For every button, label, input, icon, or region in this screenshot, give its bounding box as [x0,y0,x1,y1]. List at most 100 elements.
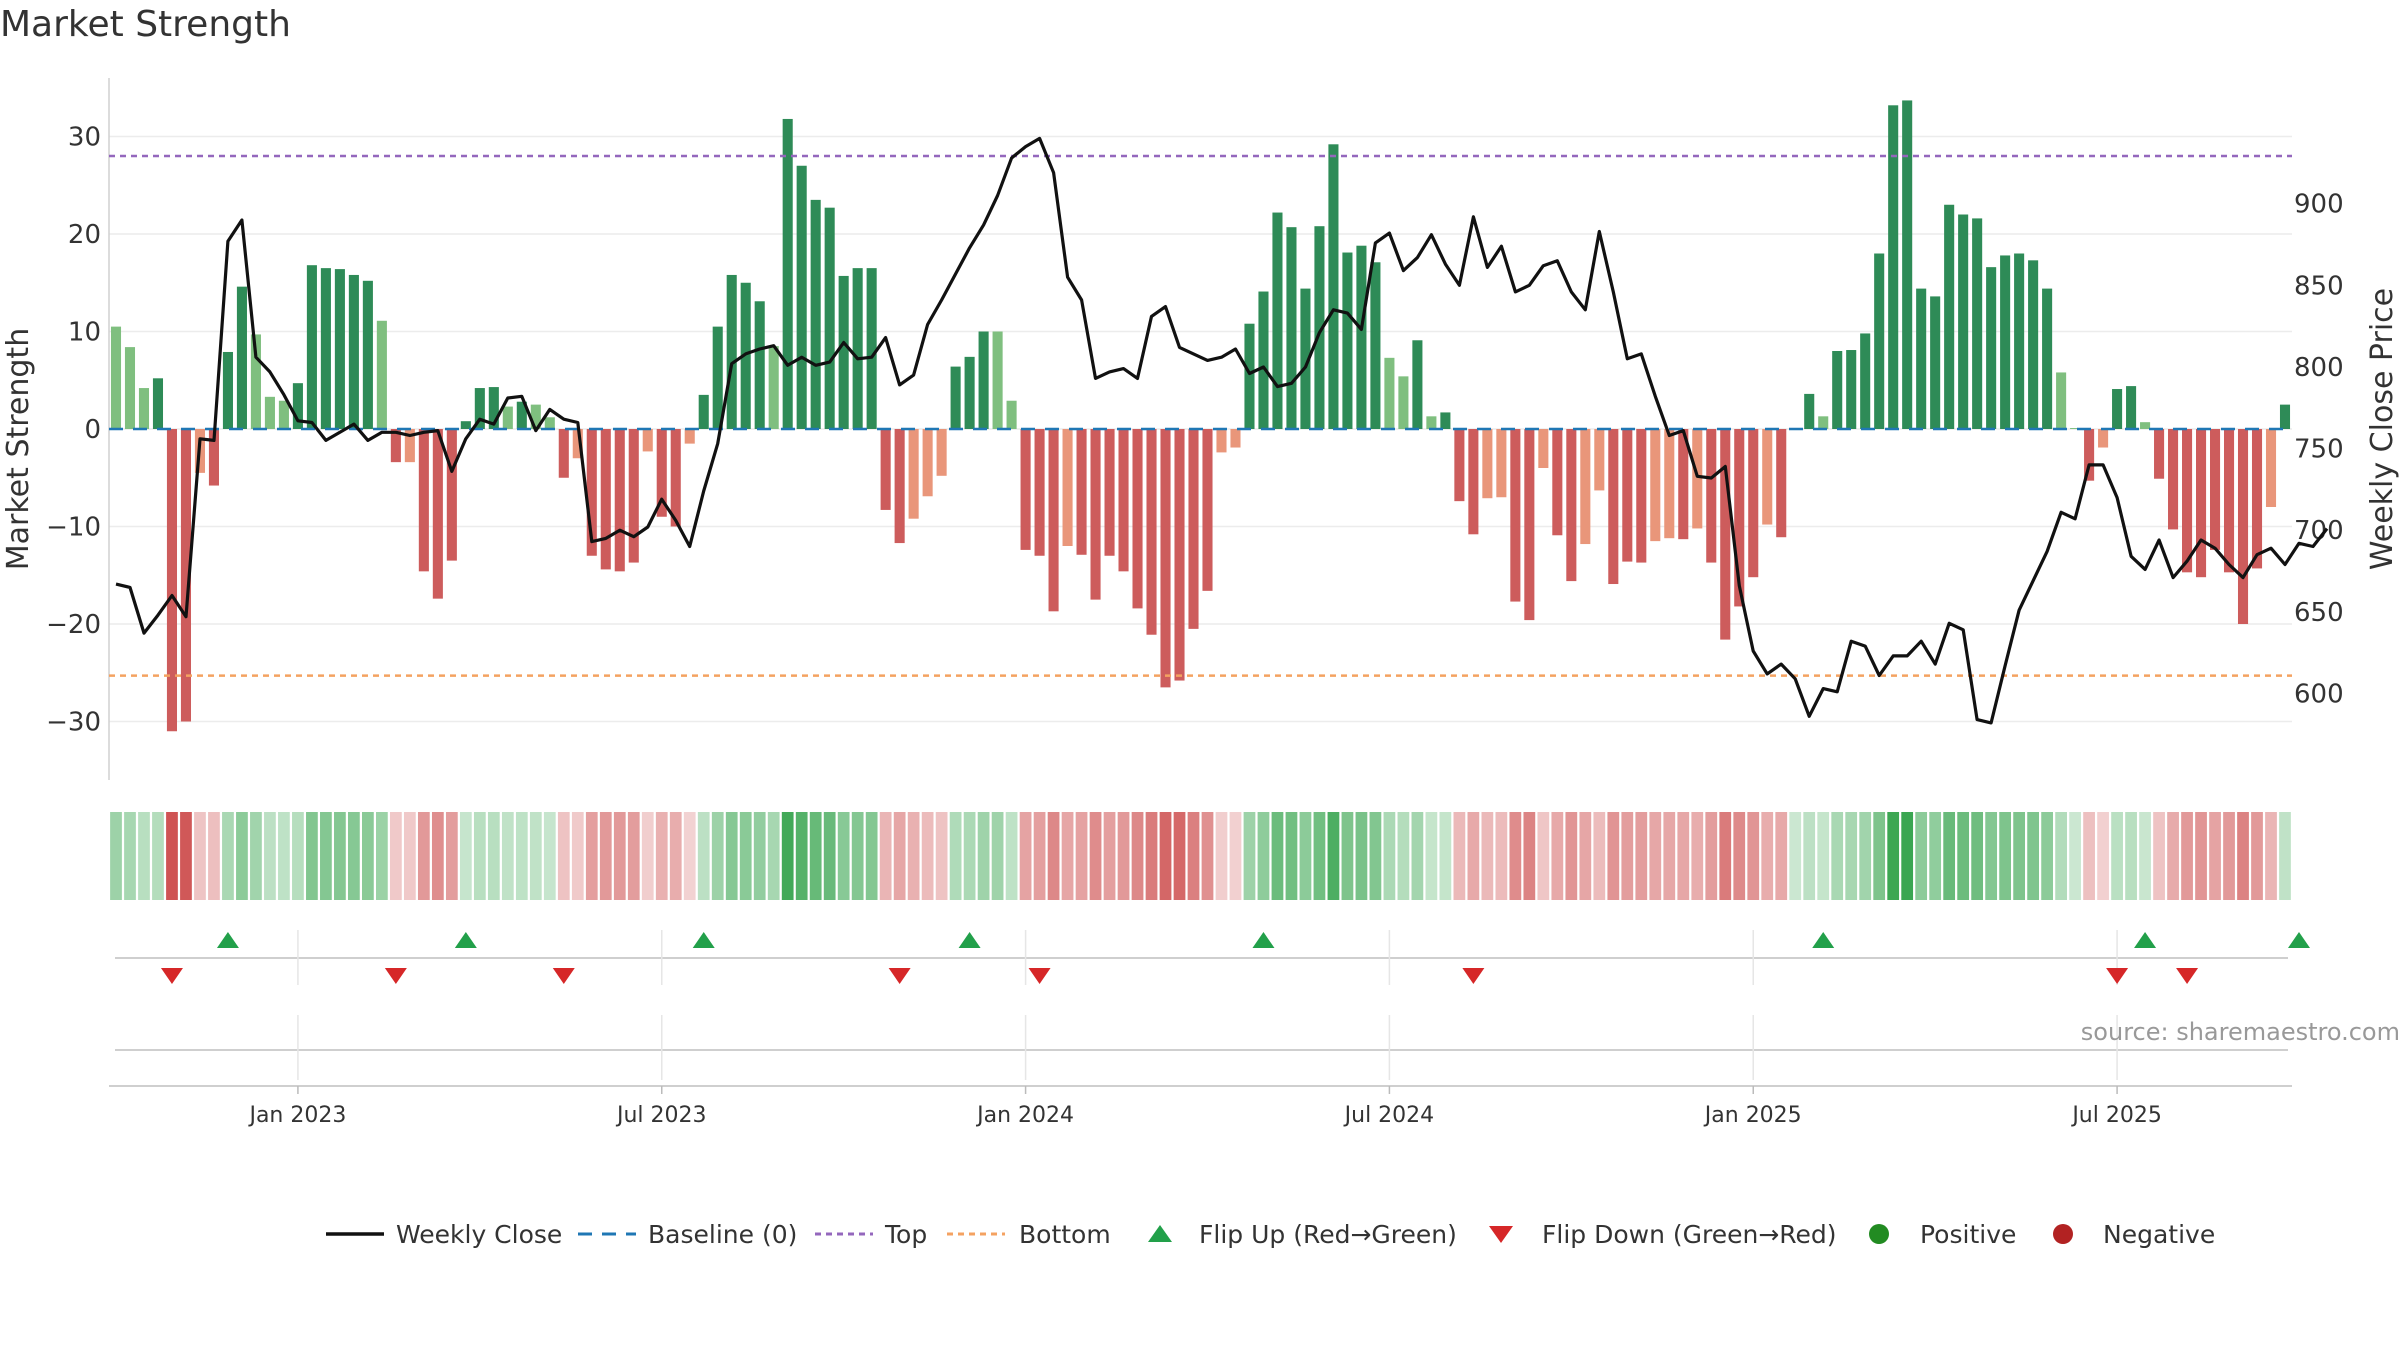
heat-cell [487,812,500,900]
heat-cell [809,812,822,900]
strength-bar [2042,288,2053,429]
strength-bar [1538,429,1549,468]
heat-cell [194,812,206,900]
strength-bar [852,268,863,429]
heat-cell [1565,812,1578,900]
strength-bar [558,429,569,478]
left-tick-label: 0 [84,415,101,445]
strength-bar [404,429,415,463]
legend-flip_down-label: Flip Down (Green→Red) [1542,1220,1837,1249]
strength-bar [684,429,695,444]
left-axis-title: Market Strength [1,328,36,570]
heat-cell [1061,812,1074,900]
heat-cell [865,812,878,900]
strength-bar [1944,204,1955,429]
heat-cell [1929,812,1942,900]
heat-cell [1999,812,2012,900]
strength-bar [1650,429,1661,542]
strength-bar [2112,389,2123,429]
strength-bar [1356,245,1367,429]
heat-cell [306,812,318,900]
strength-bar [1076,429,1087,555]
heat-cell [2097,812,2109,900]
heat-cell [613,812,626,900]
strength-bar [1762,429,1773,525]
heat-cell [1467,812,1480,900]
strength-bar [516,401,527,429]
strength-bar [978,331,989,429]
heat-cell [2027,812,2039,900]
heat-cell [110,812,122,900]
strength-bar [1398,376,1409,429]
strength-bar [670,429,681,527]
strength-bar [2168,429,2179,530]
heat-cell [641,812,654,900]
strength-bar [1972,218,1983,429]
strength-bar [1734,429,1745,607]
heat-cell [501,812,514,900]
strength-bar [1664,429,1675,539]
source-note: source: sharemaestro.com [2080,1018,2400,1046]
heat-cell [431,812,444,900]
heat-cell [2111,812,2123,900]
strength-bar [1286,227,1297,429]
heat-cell [627,812,640,900]
left-tick-label: 10 [68,318,101,348]
strength-bar [796,165,807,429]
strength-bar [2070,428,2081,430]
strength-bar [152,378,164,429]
legend-flip_up-label: Flip Up (Red→Green) [1199,1220,1457,1249]
strength-bar [1188,429,1199,629]
heat-cell [2209,812,2221,900]
heat-cell [124,812,136,900]
heat-cell [1957,812,1970,900]
heat-cell [1495,812,1508,900]
strength-bar [1440,412,1451,429]
strength-bar [642,429,653,452]
heat-cell [1873,812,1886,900]
strength-bar [306,265,317,429]
strength-bar [250,334,261,429]
strength-bar [2056,372,2067,429]
heat-cell [977,812,990,900]
heat-cell [1271,812,1284,900]
heat-cell [921,812,934,900]
strength-bar [1272,212,1283,429]
strength-bar [1930,296,1941,429]
heat-cell [320,812,332,900]
right-tick-label: 800 [2294,353,2344,383]
strength-bar [2098,429,2109,448]
flip-up-marker [216,932,239,948]
heat-cell [1243,812,1256,900]
left-tick-label: 20 [68,220,101,250]
strength-bar [586,429,597,556]
strength-bar [1244,323,1255,429]
strength-bar [530,404,541,429]
strength-bar [810,199,821,429]
strength-bar [1160,429,1171,688]
heat-cell [1299,812,1312,900]
strength-bar [222,351,233,429]
heat-cell [2265,812,2277,900]
strength-bar [138,388,150,429]
strength-bar [488,387,499,429]
heat-cell [1103,812,1116,900]
heat-cell [389,812,402,900]
heat-cell [362,812,374,900]
strength-bar [2251,429,2263,569]
strength-bar [866,268,877,429]
flip-up-marker [2287,932,2310,948]
legend-bottom-label: Bottom [1019,1220,1111,1249]
strength-bar [1608,429,1619,585]
heat-cell [711,812,724,900]
strength-bar [1958,214,1969,429]
strength-bar [1720,429,1731,640]
flip-down-marker [552,968,575,984]
strength-bar [1706,429,1717,563]
strength-bar [1776,429,1787,538]
strength-bar [2279,404,2291,429]
strength-bar [334,269,345,429]
x-tick-label: Jul 2023 [615,1103,707,1128]
flip-up-marker [2134,932,2157,948]
heat-cell [1593,812,1606,900]
